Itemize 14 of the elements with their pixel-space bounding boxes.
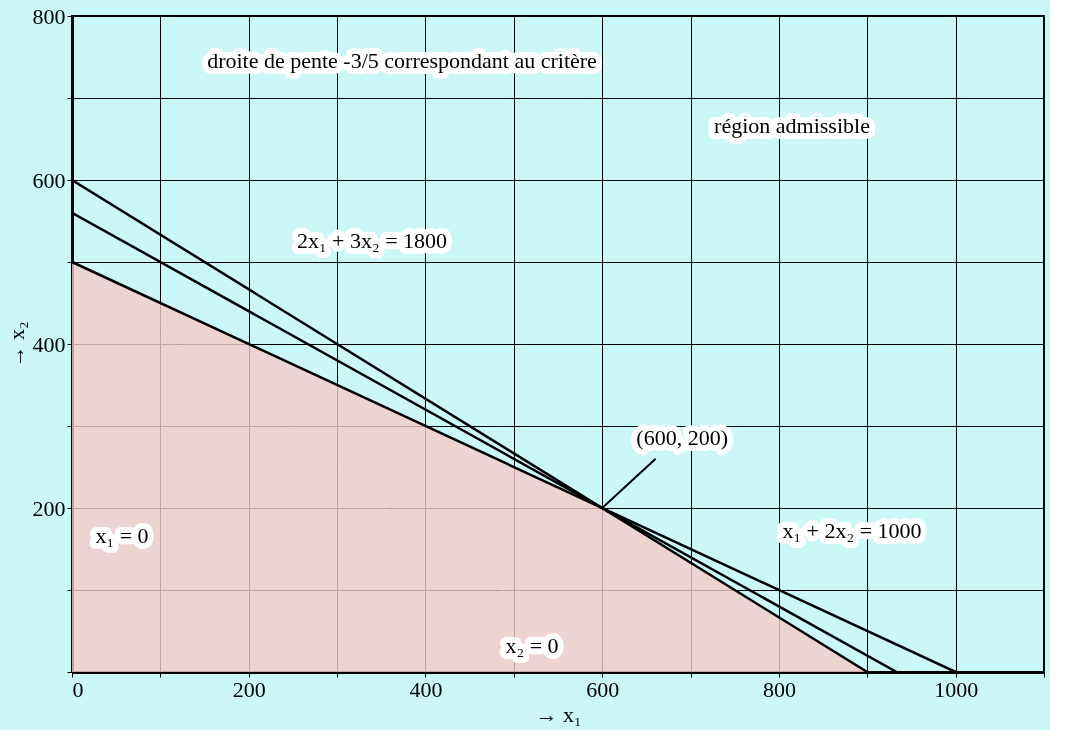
y-tick-label: 800 xyxy=(32,3,66,29)
x-tick-label: 1000 xyxy=(934,676,979,702)
x-tick-label: 800 xyxy=(762,676,796,702)
annotation: x₁ = 0 xyxy=(95,523,149,548)
y-axis-title: → x₂ xyxy=(3,321,29,368)
y-tick-label: 200 xyxy=(32,495,66,521)
x-tick-label: 600 xyxy=(586,676,620,702)
annotation: x₂ = 0 xyxy=(505,633,559,658)
y-tick-label: 400 xyxy=(32,331,66,357)
x-axis-title: → x₁ xyxy=(535,701,582,727)
y-tick-label: 600 xyxy=(32,167,66,193)
x-tick-label: 400 xyxy=(409,676,443,702)
x-tick-label: 0 xyxy=(72,676,84,702)
x-tick-label: 200 xyxy=(232,676,266,702)
